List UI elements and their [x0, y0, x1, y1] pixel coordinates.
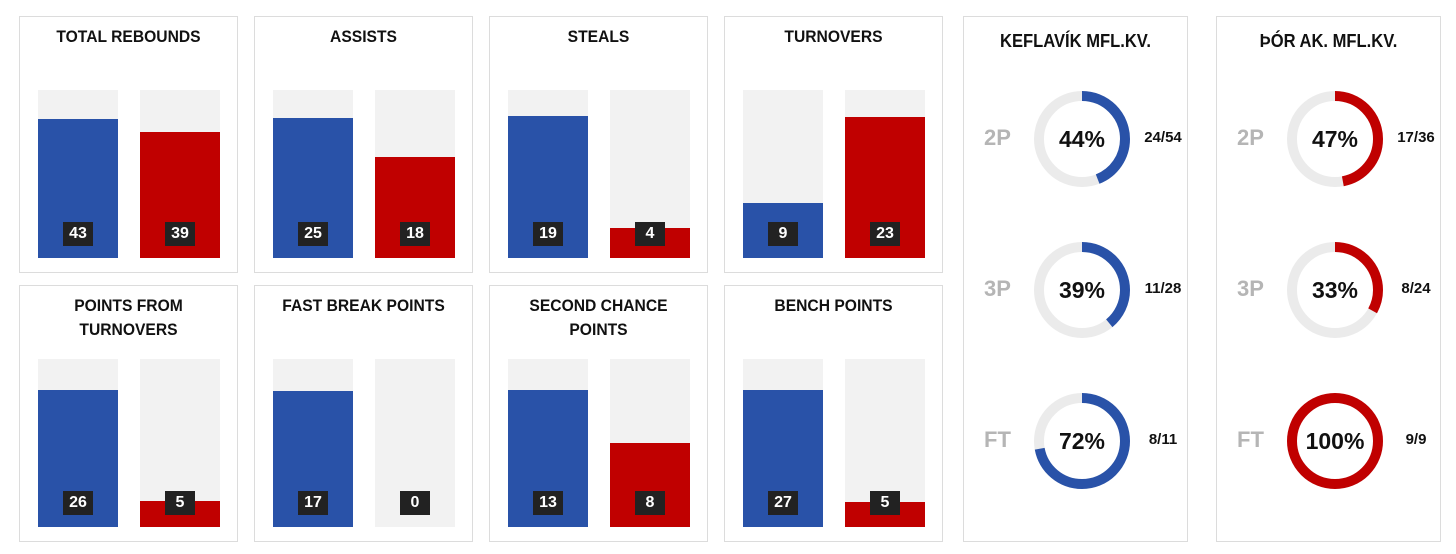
shooting-donut: 72%: [1034, 393, 1130, 489]
away-bar-track: 5: [140, 359, 220, 527]
home-value-label: 25: [298, 222, 328, 246]
stat-card-total-rebounds: TOTAL REBOUNDS 43 39: [19, 16, 238, 273]
stat-title: POINTS FROM TURNOVERS: [74, 296, 183, 339]
percentage-label: 44%: [1059, 126, 1105, 152]
stat-title: TURNOVERS: [784, 27, 883, 46]
shooting-donut: 44%: [1034, 91, 1130, 187]
away-value-label: 8: [635, 491, 665, 515]
percentage-label: 33%: [1312, 277, 1358, 303]
stat-card-bench-points: BENCH POINTS 27 5: [724, 285, 943, 542]
donut-arc: [1287, 393, 1383, 489]
home-bar-track: 25: [273, 90, 353, 258]
team-shooting-card-thor: ÞÓR AK. MFL.KV. 2P 47% 17/36 3P 33% 8/24 FT 100…: [1216, 16, 1441, 542]
stat-card-fast-break-points: FAST BREAK POINTS 17 0: [254, 285, 473, 542]
away-value-label: 23: [870, 222, 900, 246]
shooting-donut: 47%: [1287, 91, 1383, 187]
home-bar-track: 43: [38, 90, 118, 258]
home-value-label: 27: [768, 491, 798, 515]
away-value-label: 5: [165, 491, 195, 515]
team-title: ÞÓR AK. MFL.KV.: [1259, 31, 1398, 51]
home-bar-track: 9: [743, 90, 823, 258]
team-title: KEFLAVÍK MFL.KV.: [1000, 31, 1151, 51]
away-bar-track: 18: [375, 90, 455, 258]
away-bar-track: 0: [375, 359, 455, 527]
away-bar-track: 5: [845, 359, 925, 527]
home-bar-track: 19: [508, 90, 588, 258]
away-value-label: 5: [870, 491, 900, 515]
shot-type-label: 2P: [984, 125, 1011, 150]
donut-arc: [1034, 393, 1130, 489]
stat-card-steals: STEALS 19 4: [489, 16, 708, 273]
shooting-donut: 39%: [1034, 242, 1130, 338]
percentage-label: 47%: [1312, 126, 1358, 152]
stat-title: ASSISTS: [330, 27, 397, 46]
donut-arc: [1034, 242, 1130, 338]
shot-type-label: 3P: [1237, 276, 1264, 301]
made-attempted-label: 8/24: [1401, 280, 1431, 297]
donut-arc: [1034, 91, 1130, 187]
home-value-label: 17: [298, 491, 328, 515]
away-bar-track: 4: [610, 90, 690, 258]
home-value-label: 19: [533, 222, 563, 246]
made-attempted-label: 9/9: [1405, 431, 1427, 448]
stat-title: FAST BREAK POINTS: [282, 296, 445, 315]
away-value-label: 4: [635, 222, 665, 246]
donut-arc: [1287, 242, 1383, 338]
donut-arc: [1287, 91, 1383, 187]
stat-title: TOTAL REBOUNDS: [56, 27, 201, 46]
made-attempted-label: 8/11: [1148, 431, 1178, 448]
percentage-label: 72%: [1059, 428, 1105, 454]
made-attempted-label: 17/36: [1397, 129, 1435, 146]
percentage-label: 39%: [1059, 277, 1105, 303]
away-bar-track: 23: [845, 90, 925, 258]
home-value-label: 13: [533, 491, 563, 515]
shooting-donut: 100%: [1287, 393, 1383, 489]
home-bar-track: 26: [38, 359, 118, 527]
shot-type-label: FT: [1237, 427, 1264, 452]
stat-title: SECOND CHANCE POINTS: [529, 296, 668, 339]
home-bar-track: 27: [743, 359, 823, 527]
away-bar-track: 39: [140, 90, 220, 258]
shot-type-label: 2P: [1237, 125, 1264, 150]
away-value-label: 0: [400, 491, 430, 515]
made-attempted-label: 24/54: [1144, 129, 1182, 146]
team-shooting-card-keflavik: KEFLAVÍK MFL.KV. 2P 44% 24/54 3P 39% 11/28 FT 7…: [963, 16, 1188, 542]
home-value-label: 9: [768, 222, 798, 246]
made-attempted-label: 11/28: [1144, 280, 1182, 297]
away-bar-track: 8: [610, 359, 690, 527]
home-value-label: 26: [63, 491, 93, 515]
away-value-label: 18: [400, 222, 430, 246]
stat-card-points-from-turnovers: POINTS FROM TURNOVERS 26 5: [19, 285, 238, 542]
stat-title: STEALS: [567, 27, 630, 46]
stat-card-turnovers: TURNOVERS 9 23: [724, 16, 943, 273]
percentage-label: 100%: [1306, 428, 1365, 454]
home-bar-track: 17: [273, 359, 353, 527]
away-value-label: 39: [165, 222, 195, 246]
stat-card-assists: ASSISTS 25 18: [254, 16, 473, 273]
shot-type-label: FT: [984, 427, 1011, 452]
home-bar-track: 13: [508, 359, 588, 527]
home-value-label: 43: [63, 222, 93, 246]
stat-card-second-chance-points: SECOND CHANCE POINTS 13 8: [489, 285, 708, 542]
shooting-donut: 33%: [1287, 242, 1383, 338]
stat-title: BENCH POINTS: [774, 296, 893, 315]
shot-type-label: 3P: [984, 276, 1011, 301]
